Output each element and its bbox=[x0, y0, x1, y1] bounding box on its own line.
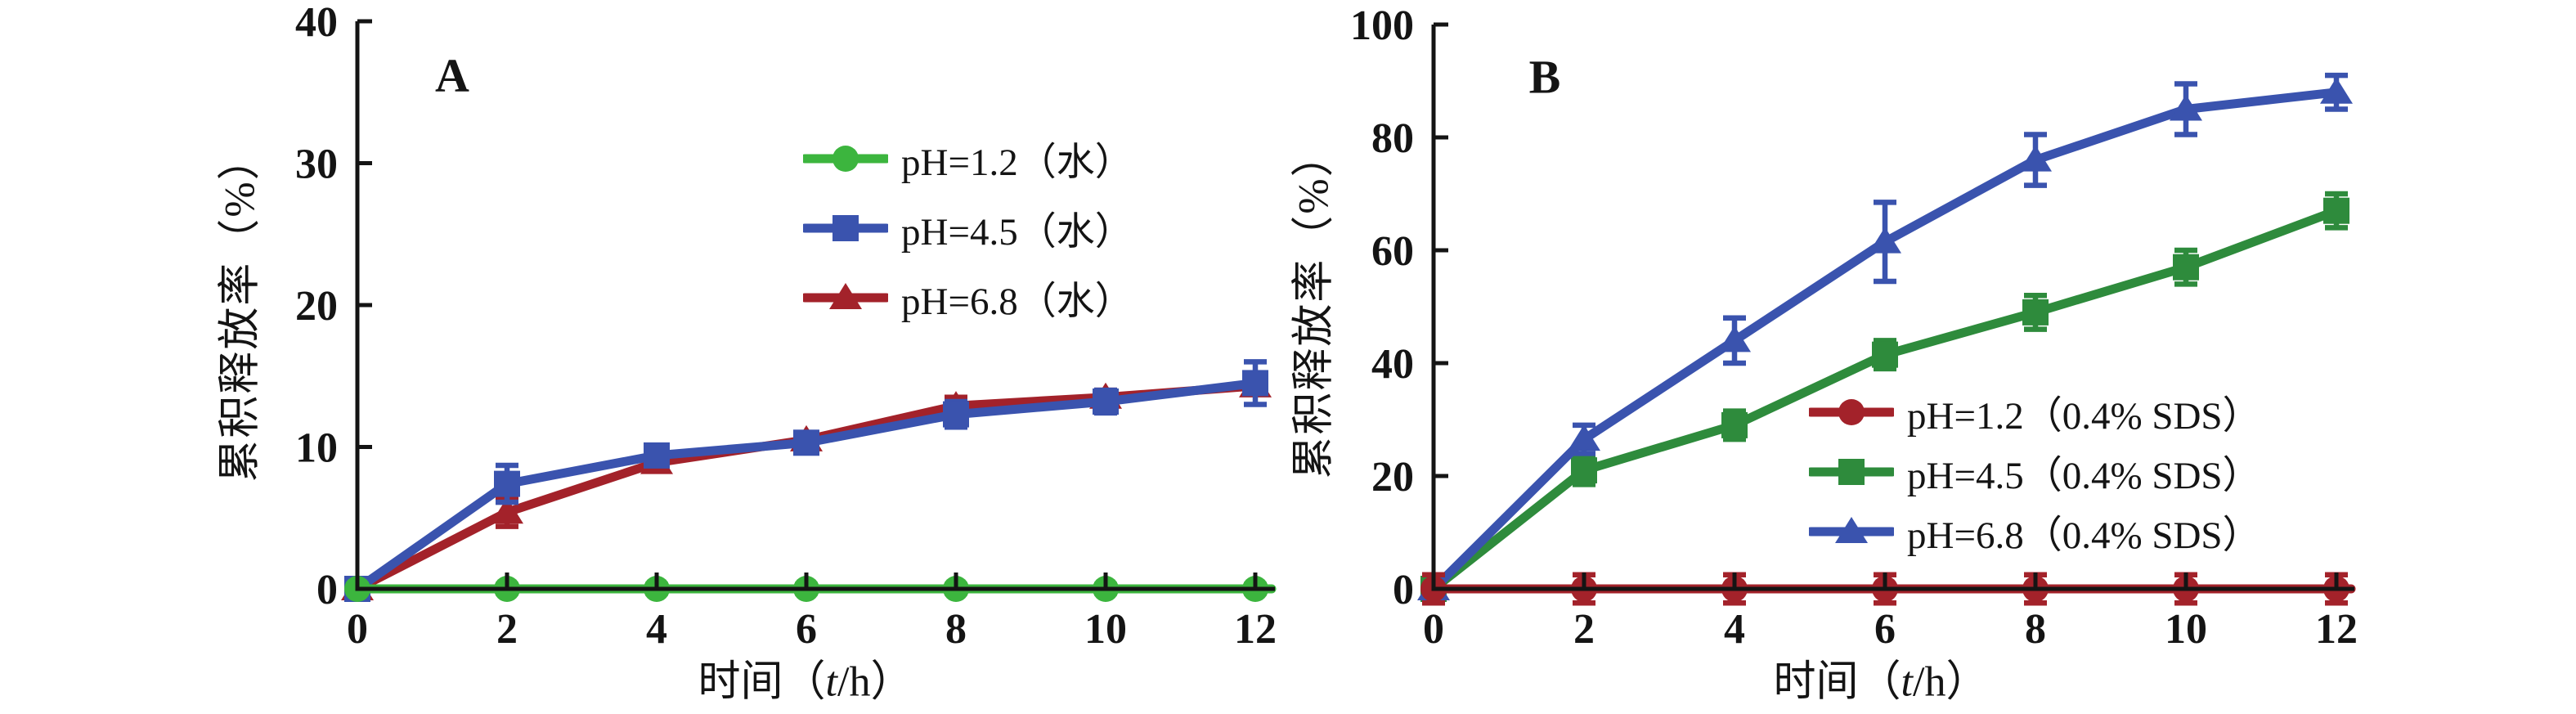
y-tick-label: 0 bbox=[316, 567, 338, 613]
data-point-marker-square bbox=[1872, 341, 1898, 368]
x-tick-label: 6 bbox=[1874, 606, 1896, 653]
data-point-marker-square bbox=[2173, 254, 2199, 281]
x-tick-label: 4 bbox=[1724, 606, 1745, 653]
y-tick-label: 20 bbox=[295, 283, 338, 330]
x-tick-label: 10 bbox=[2165, 606, 2207, 653]
data-point-marker-triangle bbox=[1835, 516, 1868, 543]
data-point-marker-square bbox=[644, 442, 670, 469]
y-tick-label: 100 bbox=[1350, 2, 1414, 49]
y-tick-label: 60 bbox=[1371, 228, 1414, 275]
series-line bbox=[352, 378, 1260, 594]
data-point-marker-square bbox=[943, 401, 969, 428]
legend-label: pH=4.5（水） bbox=[901, 211, 1133, 254]
legend-item: pH=6.8（0.4% SDS） bbox=[1809, 501, 2261, 561]
data-point-marker-triangle bbox=[2170, 94, 2202, 121]
legend-label: pH=6.8（水） bbox=[901, 281, 1133, 323]
y-tick-label: 0 bbox=[1393, 567, 1414, 613]
legend-item: pH=4.5（0.4% SDS） bbox=[1809, 442, 2261, 501]
x-tick-label: 12 bbox=[2315, 606, 2358, 653]
panel-label-b: B bbox=[1528, 50, 1561, 104]
x-title-prefix: 时间（ bbox=[698, 658, 826, 706]
x-title-variable: t bbox=[1901, 658, 1914, 706]
x-tick-label: 10 bbox=[1084, 606, 1127, 653]
data-point-marker-square bbox=[1571, 457, 1597, 484]
x-tick-label: 2 bbox=[496, 606, 518, 653]
data-point-marker-square bbox=[2323, 197, 2349, 224]
chart-panel-A: 0 10 20 30 40 0 2 4 6 8 10 12 bbox=[295, 0, 1277, 653]
data-point-marker-square bbox=[1242, 370, 1268, 397]
legend-marker-square bbox=[803, 214, 888, 241]
data-point-marker-square bbox=[1093, 388, 1119, 415]
legend-marker-circle bbox=[1809, 398, 1894, 425]
x-title-prefix: 时间（ bbox=[1773, 658, 1901, 706]
legend-marker-triangle bbox=[803, 282, 888, 309]
series-line bbox=[352, 381, 1260, 594]
y-axis-title-b: 累积释放率（%） bbox=[1290, 132, 1338, 479]
legend-label: pH=1.2（0.4% SDS） bbox=[1907, 395, 2261, 438]
legend-item: pH=1.2（水） bbox=[803, 123, 1133, 193]
data-point-marker-square bbox=[1721, 411, 1748, 438]
y-tick-label: 80 bbox=[1371, 115, 1414, 162]
x-axis-title-b: 时间（t/h） bbox=[1774, 647, 1989, 708]
y-tick-label: 40 bbox=[1371, 341, 1414, 388]
x-tick-label: 2 bbox=[1573, 606, 1595, 653]
data-point-marker-square bbox=[2022, 299, 2049, 326]
legend-label: pH=6.8（0.4% SDS） bbox=[1907, 514, 2261, 557]
x-tick-label: 6 bbox=[796, 606, 817, 653]
legend-panel-b: pH=1.2（0.4% SDS） pH=4.5（0.4% SDS） pH=6.8… bbox=[1809, 382, 2261, 561]
data-point-marker-square bbox=[793, 429, 819, 456]
x-tick-label: 0 bbox=[1423, 606, 1444, 653]
legend-item: pH=1.2（0.4% SDS） bbox=[1809, 382, 2261, 442]
data-point-marker-triangle bbox=[2320, 77, 2353, 104]
data-point-marker-triangle bbox=[1869, 227, 1901, 254]
y-tick-label: 30 bbox=[295, 141, 338, 188]
legend-label: pH=1.2（水） bbox=[901, 141, 1133, 184]
legend-item: pH=6.8（水） bbox=[803, 263, 1133, 332]
y-tick-label: 10 bbox=[295, 425, 338, 472]
legend-panel-a: pH=1.2（水） pH=4.5（水） pH=6.8（水） bbox=[803, 123, 1133, 332]
data-point-marker-triangle bbox=[2019, 145, 2052, 172]
y-tick-label: 40 bbox=[295, 0, 338, 46]
x-tick-label: 8 bbox=[945, 606, 967, 653]
data-point-marker-square bbox=[494, 470, 520, 497]
data-point-marker-triangle bbox=[1718, 326, 1751, 353]
legend-label: pH=4.5（0.4% SDS） bbox=[1907, 455, 2261, 497]
legend-marker-triangle bbox=[1809, 516, 1894, 543]
data-point-marker-square bbox=[832, 214, 859, 241]
data-point-marker-triangle bbox=[491, 497, 523, 524]
data-point-marker-circle bbox=[1838, 398, 1865, 425]
x-tick-label: 4 bbox=[646, 606, 667, 653]
x-tick-label: 8 bbox=[2025, 606, 2046, 653]
data-point-marker-triangle bbox=[829, 282, 862, 309]
x-title-suffix: /h） bbox=[837, 658, 913, 706]
x-tick-label: 0 bbox=[347, 606, 368, 653]
legend-marker-square bbox=[1809, 458, 1894, 485]
x-axis-title-a: 时间（t/h） bbox=[698, 647, 913, 708]
legend-item: pH=4.5（水） bbox=[803, 193, 1133, 263]
data-point-marker-square bbox=[1838, 458, 1865, 485]
chart-panel-B: 0 20 40 60 80 100 0 2 4 6 8 10 12 bbox=[1350, 2, 2358, 653]
data-point-marker-triangle bbox=[1568, 424, 1600, 451]
y-axis-title-a: 累积释放率（%） bbox=[217, 136, 264, 483]
y-tick-label: 20 bbox=[1371, 454, 1414, 501]
x-tick-label: 12 bbox=[1234, 606, 1277, 653]
x-title-suffix: /h） bbox=[1913, 658, 1989, 706]
x-title-variable: t bbox=[825, 658, 838, 706]
panel-label-a: A bbox=[435, 48, 469, 102]
data-point-marker-circle bbox=[832, 145, 859, 172]
legend-marker-circle bbox=[803, 145, 888, 172]
